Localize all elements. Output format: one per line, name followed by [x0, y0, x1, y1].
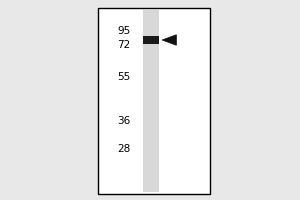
- Text: 72: 72: [117, 40, 130, 50]
- Text: 55: 55: [117, 72, 130, 82]
- Text: 28: 28: [117, 144, 130, 154]
- Text: 95: 95: [117, 26, 130, 36]
- Bar: [142, 10, 159, 192]
- Text: 36: 36: [117, 116, 130, 126]
- Bar: [142, 36, 159, 44]
- Polygon shape: [162, 35, 176, 45]
- Bar: [98, 8, 210, 194]
